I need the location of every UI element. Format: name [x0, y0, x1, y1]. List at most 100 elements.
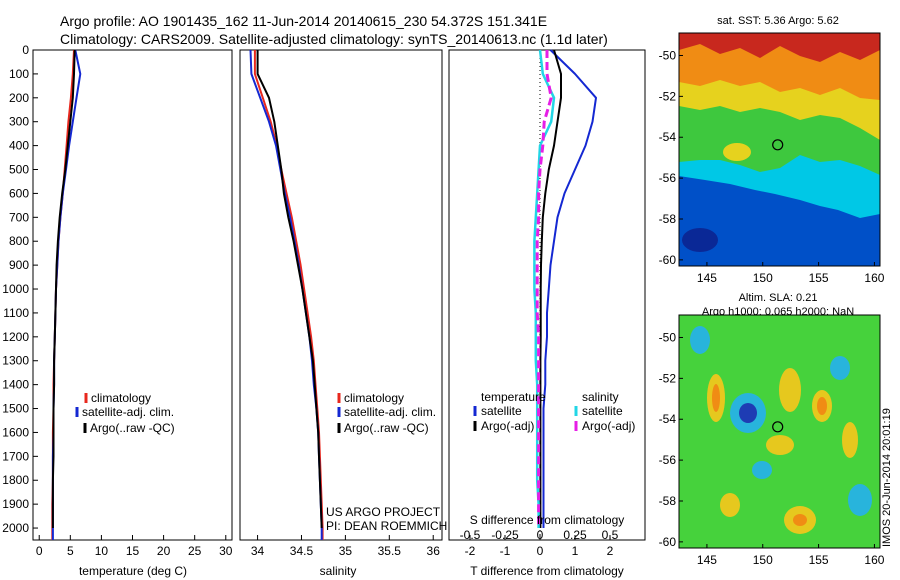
- sla-low-core: [739, 403, 757, 423]
- legend-s-argo-label: Argo(-adj): [582, 419, 635, 433]
- depth-tick-label: 1600: [2, 425, 29, 439]
- sla-map-lon-tick-label: 145: [697, 553, 717, 567]
- sla-map-lat-tick-label: -54: [659, 412, 677, 426]
- salinity-argo-line: [256, 50, 323, 529]
- s-difference-tick-label: 0.25: [563, 528, 587, 542]
- temperature-x-tick-label: 30: [219, 544, 233, 558]
- t-difference-argo-line: [539, 49, 562, 528]
- depth-tick-label: 1800: [2, 473, 29, 487]
- sst-map-lat-tick-label: -50: [659, 48, 677, 62]
- sst-map-lat-tick-label: -60: [659, 253, 677, 267]
- salinity-x-tick-label: 35.5: [378, 544, 402, 558]
- s-difference-tick-label: -0.5: [460, 528, 481, 542]
- sst-map-panel: sat. SST: 5.36 Argo: 5.62 145 150 155 160 -…: [659, 15, 885, 285]
- sla-low-patch: [830, 356, 850, 380]
- sla-map-lat-tick-label: -52: [659, 371, 677, 385]
- credit-pi: PI: DEAN ROEMMICH: [326, 519, 447, 533]
- salinity-x-tick-label: 34.5: [290, 544, 314, 558]
- sla-high-anomaly: [842, 422, 858, 458]
- legend-argo-label: Argo(..raw -QC): [344, 421, 429, 435]
- legend-temperature-header: temperature: [481, 390, 546, 404]
- s-difference-axis-label: S difference from climatology: [470, 513, 625, 527]
- sla-low-patch: [752, 461, 772, 479]
- sla-map-panel: Altim. SLA: 0.21 Argo h1000: 0.065 h2000…: [659, 292, 885, 567]
- sla-map-lat-tick-label: -56: [659, 453, 677, 467]
- sla-high-core: [793, 514, 807, 526]
- sst-heatmap: [679, 33, 880, 266]
- legend-argo-label: Argo(..raw -QC): [90, 421, 175, 435]
- depth-tick-label: 600: [9, 186, 29, 200]
- s-difference-argo-line: [535, 50, 553, 528]
- temperature-x-tick-label: 25: [188, 544, 202, 558]
- sst-map-lon-tick-label: 150: [753, 271, 773, 285]
- legend-satellite-label: satellite-adj. clim.: [344, 405, 436, 419]
- argo-float-marker: [772, 421, 784, 433]
- sst-map-frame: [678, 32, 881, 267]
- t-difference-x-tick-label: -1: [500, 544, 511, 558]
- sst-warm-eddy: [723, 143, 751, 161]
- salinity-series-group: [249, 49, 324, 540]
- temperature-argo-line: [51, 49, 76, 528]
- generation-timestamp: IMOS 20-Jun-2014 20:01:19: [881, 408, 893, 547]
- t-difference-x-tick-label: 2: [607, 544, 614, 558]
- difference-panel: -2 -1 0 1 2 -0.5 -0.25 0 0.25 0.5 S difference f…: [448, 49, 646, 578]
- sla-map-lat-tick-label: -60: [659, 535, 677, 549]
- legend-climatology-label: climatology: [344, 391, 404, 405]
- depth-tick-label: 1500: [2, 402, 29, 416]
- temperature-axes-frame: [32, 49, 233, 541]
- sst-map-lon-tick-label: 145: [697, 271, 717, 285]
- salinity-x-tick-label: 35: [339, 544, 353, 558]
- sst-warmest-zone: [679, 33, 880, 62]
- depth-tick-label: 400: [9, 139, 29, 153]
- sst-map-lat-tick-label: -54: [659, 130, 677, 144]
- depth-tick-label: 1300: [2, 354, 29, 368]
- sst-map-lat-tick-label: -56: [659, 171, 677, 185]
- temperature-x-axis-label: temperature (deg C): [79, 564, 187, 578]
- credit-project: US ARGO PROJECT: [326, 505, 441, 519]
- legend-climatology-label: climatology: [91, 391, 151, 405]
- salinity-x-axis-label: salinity: [320, 564, 357, 578]
- depth-tick-label: 2000: [2, 521, 29, 535]
- sla-map-y-ticks: -50 -52 -54 -56 -58 -60: [659, 330, 683, 549]
- temperature-x-tick-label: 10: [95, 544, 109, 558]
- legend-salinity-header: salinity: [582, 390, 619, 404]
- sla-map-lat-tick-label: -58: [659, 494, 677, 508]
- s-difference-x-ticks: -0.5 -0.25 0 0.25 0.5: [460, 528, 619, 542]
- sla-high-core: [712, 384, 720, 412]
- depth-tick-label: 100: [9, 67, 29, 81]
- depth-tick-label: 1400: [2, 378, 29, 392]
- sst-map-y-ticks: -50 -52 -54 -56 -58 -60: [659, 48, 683, 267]
- sst-map-lon-tick-label: 155: [809, 271, 829, 285]
- salinity-panel: 34 34.5 35 35.5 36 salinity climatology sate…: [239, 49, 447, 578]
- sst-map-title: sat. SST: 5.36 Argo: 5.62: [717, 15, 839, 27]
- sst-cold-patch: [682, 228, 718, 252]
- sla-map-frame: [678, 314, 881, 549]
- sst-map-lon-tick-label: 160: [864, 271, 884, 285]
- temperature-x-tick-label: 15: [126, 544, 140, 558]
- depth-tick-label: 0: [22, 43, 29, 57]
- sst-map-lat-tick-label: -52: [659, 89, 677, 103]
- sst-map-lat-tick-label: -58: [659, 212, 677, 226]
- depth-tick-label: 1100: [3, 306, 29, 320]
- sla-high-anomaly: [779, 368, 801, 412]
- t-difference-x-tick-label: 1: [572, 544, 579, 558]
- legend-t-satellite-label: satellite: [481, 404, 522, 418]
- argo-float-marker: [772, 139, 784, 151]
- depth-tick-label: 1900: [2, 497, 29, 511]
- salinity-legend: climatology satellite-adj. clim. Argo(..…: [337, 391, 436, 435]
- temperature-x-tick-label: 0: [36, 544, 43, 558]
- difference-series-group: [533, 49, 597, 528]
- temperature-x-tick-label: 20: [157, 544, 171, 558]
- sst-map-x-ticks: 145 150 155 160: [697, 262, 885, 285]
- temperature-panel: 0 5 10 15 20 25 30 0 100 200 300 400 500 600 700 800 90…: [2, 43, 232, 578]
- depth-tick-label: 500: [9, 163, 29, 177]
- sla-low-patch: [690, 326, 710, 354]
- depth-tick-label: 1000: [2, 282, 29, 296]
- salinity-x-ticks: 34 34.5 35 35.5 36: [251, 535, 440, 558]
- depth-tick-label: 1700: [2, 449, 29, 463]
- temperature-x-ticks: 0 5 10 15 20 25 30: [36, 535, 233, 558]
- depth-tick-label: 700: [9, 210, 29, 224]
- s-difference-tick-label: -0.25: [491, 528, 519, 542]
- temperature-series-group: [51, 49, 82, 540]
